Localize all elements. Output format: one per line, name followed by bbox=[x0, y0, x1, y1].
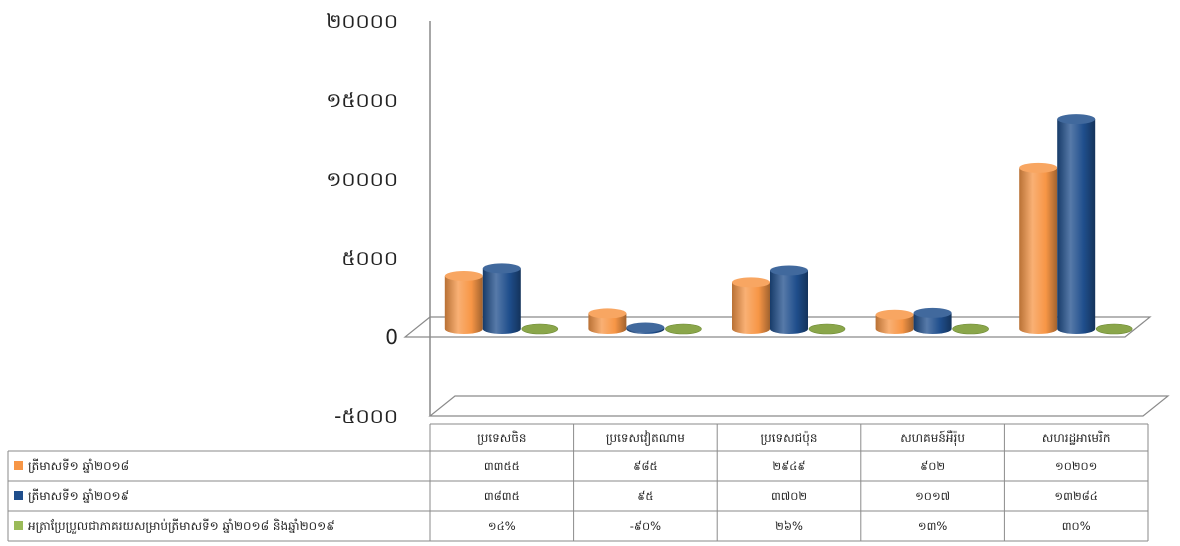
data-cell: ៩៨៥ bbox=[633, 459, 657, 473]
legend-label: ត្រីមាសទី១ ឆ្នាំ២០១៩ bbox=[28, 488, 129, 503]
data-cell: ១៣% bbox=[918, 519, 948, 533]
category-label: សហរដ្ឋអាមេរិក bbox=[1042, 430, 1111, 445]
bar-top bbox=[1057, 114, 1096, 125]
bars bbox=[444, 114, 1133, 335]
category-label: ប្រទេសចិន bbox=[477, 430, 526, 445]
bar-top bbox=[482, 263, 521, 274]
bar bbox=[1019, 162, 1058, 334]
data-cell: ១៣២៨៤ bbox=[1054, 489, 1098, 503]
legend-swatch bbox=[14, 491, 23, 500]
data-cell: ៩៥ bbox=[637, 489, 653, 503]
bar bbox=[732, 277, 770, 334]
data-cell: -៩០% bbox=[630, 519, 661, 533]
bar-top bbox=[444, 270, 483, 281]
bar bbox=[875, 309, 914, 334]
data-cell: ២៦% bbox=[775, 519, 803, 533]
bar-top bbox=[770, 265, 808, 276]
data-cell: ២៩៤៩ bbox=[772, 459, 805, 473]
y-tick-label: -៥០០០ bbox=[334, 404, 398, 428]
bar-body bbox=[770, 270, 808, 334]
floor-plane bbox=[428, 395, 1170, 417]
bar-top bbox=[1019, 162, 1058, 173]
bar-top bbox=[875, 309, 914, 320]
bar bbox=[770, 265, 808, 334]
bar bbox=[444, 270, 483, 334]
legend-swatch bbox=[14, 461, 23, 470]
data-cell: ១៤% bbox=[488, 519, 516, 533]
bar-top bbox=[665, 323, 702, 335]
bar-top bbox=[521, 323, 559, 335]
bar-body bbox=[1057, 119, 1096, 335]
data-cell: ៣០% bbox=[1062, 519, 1091, 533]
bar-top bbox=[588, 308, 627, 319]
bar bbox=[952, 323, 989, 335]
legend-swatch bbox=[14, 521, 23, 530]
data-cell: ៩០២ bbox=[920, 459, 945, 473]
bar bbox=[665, 323, 702, 335]
bar bbox=[913, 307, 952, 334]
data-cell: ៣៧០២ bbox=[771, 489, 807, 503]
data-cell: ១០២០១ bbox=[1055, 459, 1097, 473]
bar bbox=[626, 322, 665, 334]
y-tick-label: ២០០០០ bbox=[326, 9, 398, 33]
bar-body bbox=[875, 314, 914, 334]
bar-body bbox=[732, 282, 770, 334]
bar bbox=[521, 323, 559, 335]
legend-label: ត្រីមាសទី១ ឆ្នាំ២០១៨ bbox=[28, 458, 129, 473]
category-label: សហគមន៍អឺរ៉ុប bbox=[900, 430, 965, 446]
bar-top bbox=[1095, 323, 1133, 335]
bar-top bbox=[732, 277, 770, 288]
category-label: ប្រទេសជប៉ុន bbox=[761, 430, 818, 446]
bar-top bbox=[626, 322, 665, 333]
data-table: ប្រទេសចិន ប្រទេសវៀតណាម ប្រទេសជប៉ុន សហគមន៍អឺ… bbox=[7, 423, 1149, 542]
data-cell: ៣៣៥៥ bbox=[484, 459, 520, 473]
bar bbox=[588, 308, 627, 334]
bar bbox=[808, 323, 846, 335]
data-cell: ៣៨៣៥ bbox=[484, 489, 520, 503]
y-tick-label: ១០០០០ bbox=[326, 167, 398, 191]
y-axis-ticks: -៥០០០ 0 ៥០០០ ១០០០០ ១៥០០០ ២០០០០ bbox=[326, 9, 398, 428]
bar-top bbox=[952, 323, 989, 335]
bar bbox=[482, 263, 521, 334]
bar bbox=[1095, 323, 1133, 335]
bar bbox=[1057, 114, 1096, 335]
bar-body bbox=[588, 313, 627, 334]
bar-body bbox=[1019, 167, 1058, 334]
legend-label: អត្រាប្រែប្រួលជាភាគរយសម្រាប់ត្រីមាសទី១ ឆ… bbox=[28, 518, 335, 534]
y-tick-label: ៥០០០ bbox=[341, 246, 398, 270]
bar-top bbox=[913, 307, 952, 318]
bar-body bbox=[482, 268, 521, 334]
y-tick-label: 0 bbox=[385, 325, 398, 349]
bar-top bbox=[808, 323, 846, 335]
data-cell: ១០១៧ bbox=[915, 489, 950, 503]
category-label: ប្រទេសវៀតណាម bbox=[606, 430, 685, 446]
bar-body bbox=[913, 312, 952, 334]
bar-body bbox=[444, 275, 483, 334]
y-tick-label: ១៥០០០ bbox=[326, 88, 398, 112]
